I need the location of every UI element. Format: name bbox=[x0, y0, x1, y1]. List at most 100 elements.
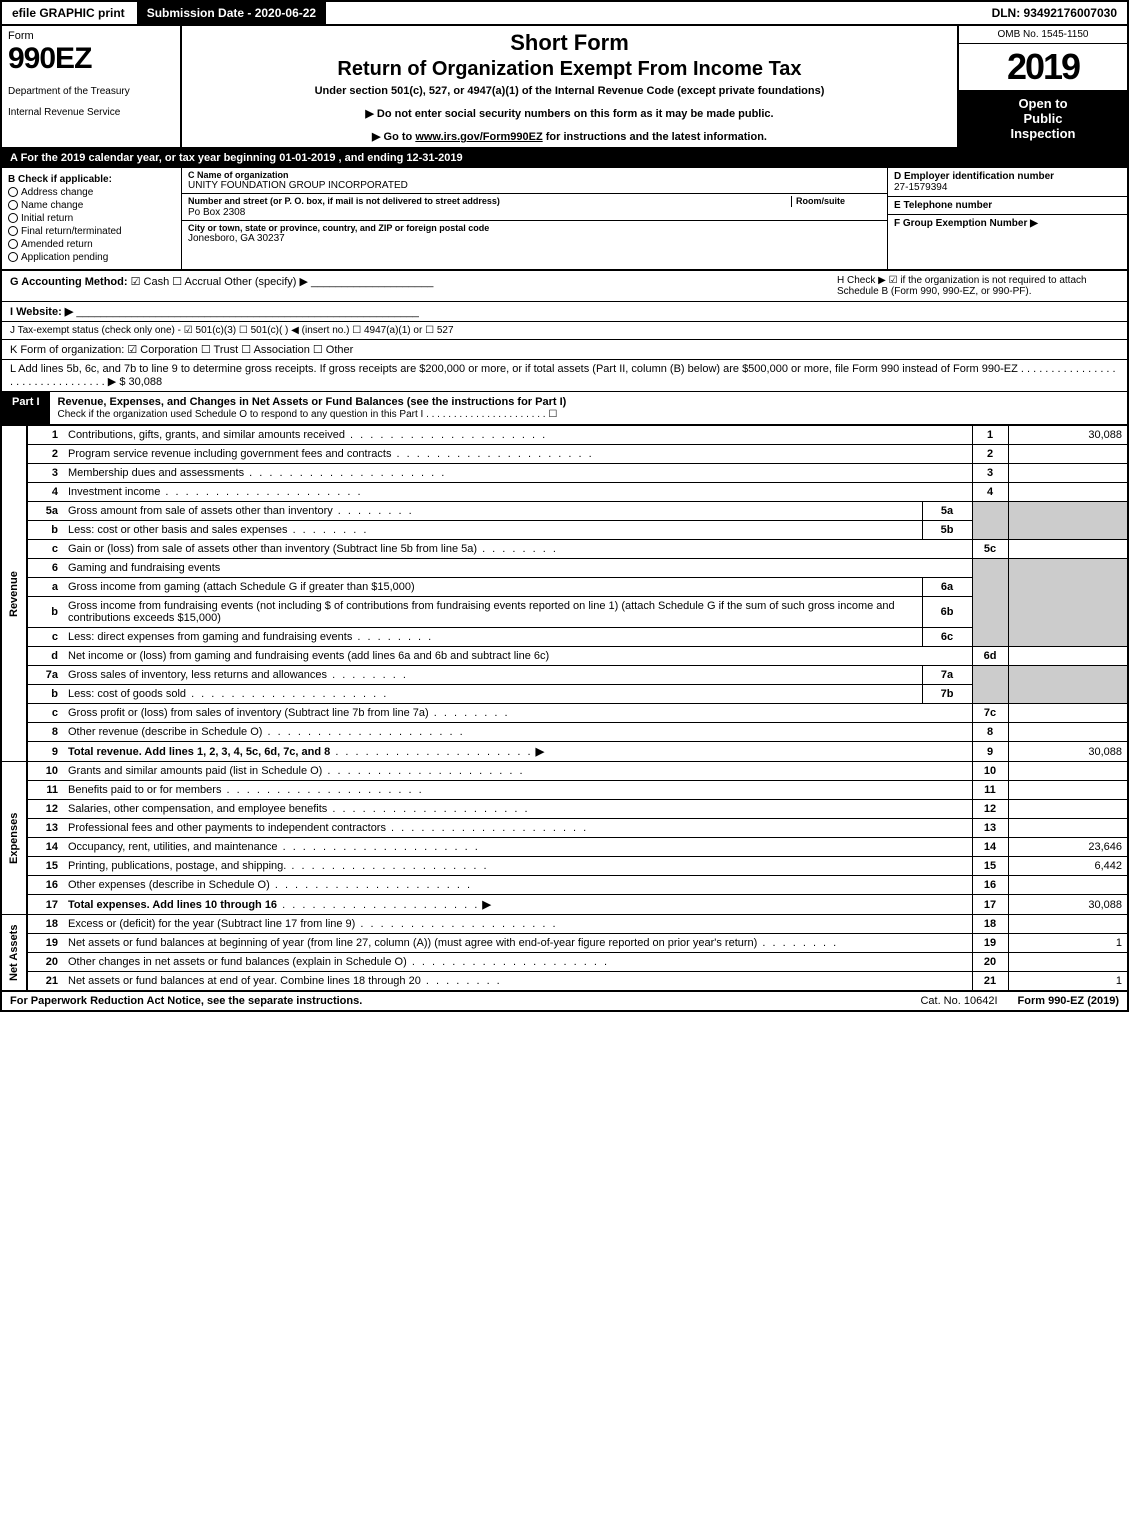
line-desc: Less: cost of goods sold bbox=[63, 685, 922, 704]
sub-box: 6b bbox=[922, 597, 972, 628]
open-line2: Public bbox=[963, 111, 1123, 126]
open-line3: Inspection bbox=[963, 126, 1123, 141]
phone-label: E Telephone number bbox=[894, 200, 1121, 211]
goto-pre: ▶ Go to bbox=[372, 131, 415, 143]
org-name-row: C Name of organization UNITY FOUNDATION … bbox=[182, 168, 887, 194]
row-g-h: G Accounting Method: ☑ Cash ☐ Accrual Ot… bbox=[0, 271, 1129, 302]
table-row: c Less: direct expenses from gaming and … bbox=[1, 628, 1128, 647]
phone-cell: E Telephone number bbox=[888, 197, 1127, 215]
table-row: 13Professional fees and other payments t… bbox=[1, 819, 1128, 838]
line-amount bbox=[1008, 819, 1128, 838]
table-row: b Less: cost or other basis and sales ex… bbox=[1, 521, 1128, 540]
line-box: 20 bbox=[972, 953, 1008, 972]
checkbox-address-change[interactable]: Address change bbox=[8, 187, 175, 198]
side-expenses: Expenses bbox=[1, 762, 27, 915]
irs-link[interactable]: www.irs.gov/Form990EZ bbox=[415, 131, 542, 143]
org-name-value: UNITY FOUNDATION GROUP INCORPORATED bbox=[188, 180, 408, 191]
line-box: 17 bbox=[972, 895, 1008, 915]
line-desc: Gross income from fundraising events (no… bbox=[63, 597, 922, 628]
line-amount bbox=[1008, 953, 1128, 972]
org-name-label: C Name of organization bbox=[188, 170, 289, 180]
g-label: G Accounting Method: bbox=[10, 276, 128, 288]
line-num: 7a bbox=[27, 666, 63, 685]
ein-cell: D Employer identification number 27-1579… bbox=[888, 168, 1127, 197]
line-desc: Less: cost or other basis and sales expe… bbox=[63, 521, 922, 540]
tax-year: 2019 bbox=[959, 44, 1127, 90]
line-box: 4 bbox=[972, 483, 1008, 502]
line-amount bbox=[1008, 915, 1128, 934]
efile-button[interactable]: efile GRAPHIC print bbox=[2, 2, 137, 24]
line-amount: 6,442 bbox=[1008, 857, 1128, 876]
row-i-website: I Website: ▶ ___________________________… bbox=[0, 302, 1129, 322]
line-amount: 30,088 bbox=[1008, 895, 1128, 915]
form-header: Form 990EZ Department of the Treasury In… bbox=[0, 26, 1129, 149]
line-num: 11 bbox=[27, 781, 63, 800]
line-desc: Net income or (loss) from gaming and fun… bbox=[63, 647, 972, 666]
address-value: Po Box 2308 bbox=[188, 207, 245, 218]
sub-box: 6a bbox=[922, 578, 972, 597]
checkbox-name-change[interactable]: Name change bbox=[8, 200, 175, 211]
line-desc: Gain or (loss) from sale of assets other… bbox=[63, 540, 972, 559]
table-row: 20Other changes in net assets or fund ba… bbox=[1, 953, 1128, 972]
table-row: 21Net assets or fund balances at end of … bbox=[1, 972, 1128, 991]
return-title: Return of Organization Exempt From Incom… bbox=[188, 58, 951, 81]
line-num: 3 bbox=[27, 464, 63, 483]
part1-table: Revenue 1 Contributions, gifts, grants, … bbox=[0, 425, 1129, 991]
line-amount bbox=[1008, 723, 1128, 742]
line-amount bbox=[1008, 781, 1128, 800]
line-num: 10 bbox=[27, 762, 63, 781]
line-desc: Investment income bbox=[63, 483, 972, 502]
checkbox-application-pending[interactable]: Application pending bbox=[8, 252, 175, 263]
line-box: 15 bbox=[972, 857, 1008, 876]
accounting-method: G Accounting Method: ☑ Cash ☐ Accrual Ot… bbox=[10, 275, 829, 297]
row-l-grossreceipts: L Add lines 5b, 6c, and 7b to line 9 to … bbox=[0, 360, 1129, 392]
line-desc: Contributions, gifts, grants, and simila… bbox=[63, 426, 972, 445]
line-desc: Occupancy, rent, utilities, and maintena… bbox=[63, 838, 972, 857]
omb-number: OMB No. 1545-1150 bbox=[959, 26, 1127, 44]
line-box: 13 bbox=[972, 819, 1008, 838]
line-box: 2 bbox=[972, 445, 1008, 464]
city-label: City or town, state or province, country… bbox=[188, 223, 489, 233]
line-num: 14 bbox=[27, 838, 63, 857]
line-desc: Other changes in net assets or fund bala… bbox=[63, 953, 972, 972]
table-row: 9 Total revenue. Add lines 1, 2, 3, 4, 5… bbox=[1, 742, 1128, 762]
line-box: 12 bbox=[972, 800, 1008, 819]
line-amount bbox=[1008, 464, 1128, 483]
checkbox-final-return[interactable]: Final return/terminated bbox=[8, 226, 175, 237]
table-row: Expenses 10 Grants and similar amounts p… bbox=[1, 762, 1128, 781]
goto-note: ▶ Go to www.irs.gov/Form990EZ for instru… bbox=[188, 130, 951, 143]
table-row: 7a Gross sales of inventory, less return… bbox=[1, 666, 1128, 685]
section-b: B Check if applicable: Address change Na… bbox=[2, 168, 182, 269]
checkbox-amended-return[interactable]: Amended return bbox=[8, 239, 175, 250]
section-def: D Employer identification number 27-1579… bbox=[887, 168, 1127, 269]
info-block: B Check if applicable: Address change Na… bbox=[0, 168, 1129, 271]
sub-box: 7a bbox=[922, 666, 972, 685]
table-row: 14Occupancy, rent, utilities, and mainte… bbox=[1, 838, 1128, 857]
table-row: d Net income or (loss) from gaming and f… bbox=[1, 647, 1128, 666]
line-desc: Less: direct expenses from gaming and fu… bbox=[63, 628, 922, 647]
room-label: Room/suite bbox=[796, 196, 845, 206]
submission-date-button[interactable]: Submission Date - 2020-06-22 bbox=[137, 2, 328, 24]
goto-post: for instructions and the latest informat… bbox=[543, 131, 767, 143]
form-number: 990EZ bbox=[8, 42, 174, 76]
dln-label: DLN: 93492176007030 bbox=[982, 2, 1127, 24]
line-desc: Membership dues and assessments bbox=[63, 464, 972, 483]
line-box: 18 bbox=[972, 915, 1008, 934]
ssn-note: ▶ Do not enter social security numbers o… bbox=[188, 107, 951, 120]
topbar-spacer bbox=[328, 2, 981, 24]
sub-box: 6c bbox=[922, 628, 972, 647]
city-row: City or town, state or province, country… bbox=[182, 221, 887, 247]
line-num: b bbox=[27, 685, 63, 704]
ein-value: 27-1579394 bbox=[894, 182, 1121, 193]
checkbox-initial-return[interactable]: Initial return bbox=[8, 213, 175, 224]
shaded-cell bbox=[1008, 502, 1128, 540]
period-end: 12-31-2019 bbox=[406, 152, 462, 164]
table-row: 15Printing, publications, postage, and s… bbox=[1, 857, 1128, 876]
line-box: 9 bbox=[972, 742, 1008, 762]
line-desc: Salaries, other compensation, and employ… bbox=[63, 800, 972, 819]
line-desc: Total expenses. Add lines 10 through 16 … bbox=[63, 895, 972, 915]
line-desc: Printing, publications, postage, and shi… bbox=[63, 857, 972, 876]
table-row: Net Assets 18Excess or (deficit) for the… bbox=[1, 915, 1128, 934]
line-num: 16 bbox=[27, 876, 63, 895]
section-b-title: B Check if applicable: bbox=[8, 174, 175, 185]
